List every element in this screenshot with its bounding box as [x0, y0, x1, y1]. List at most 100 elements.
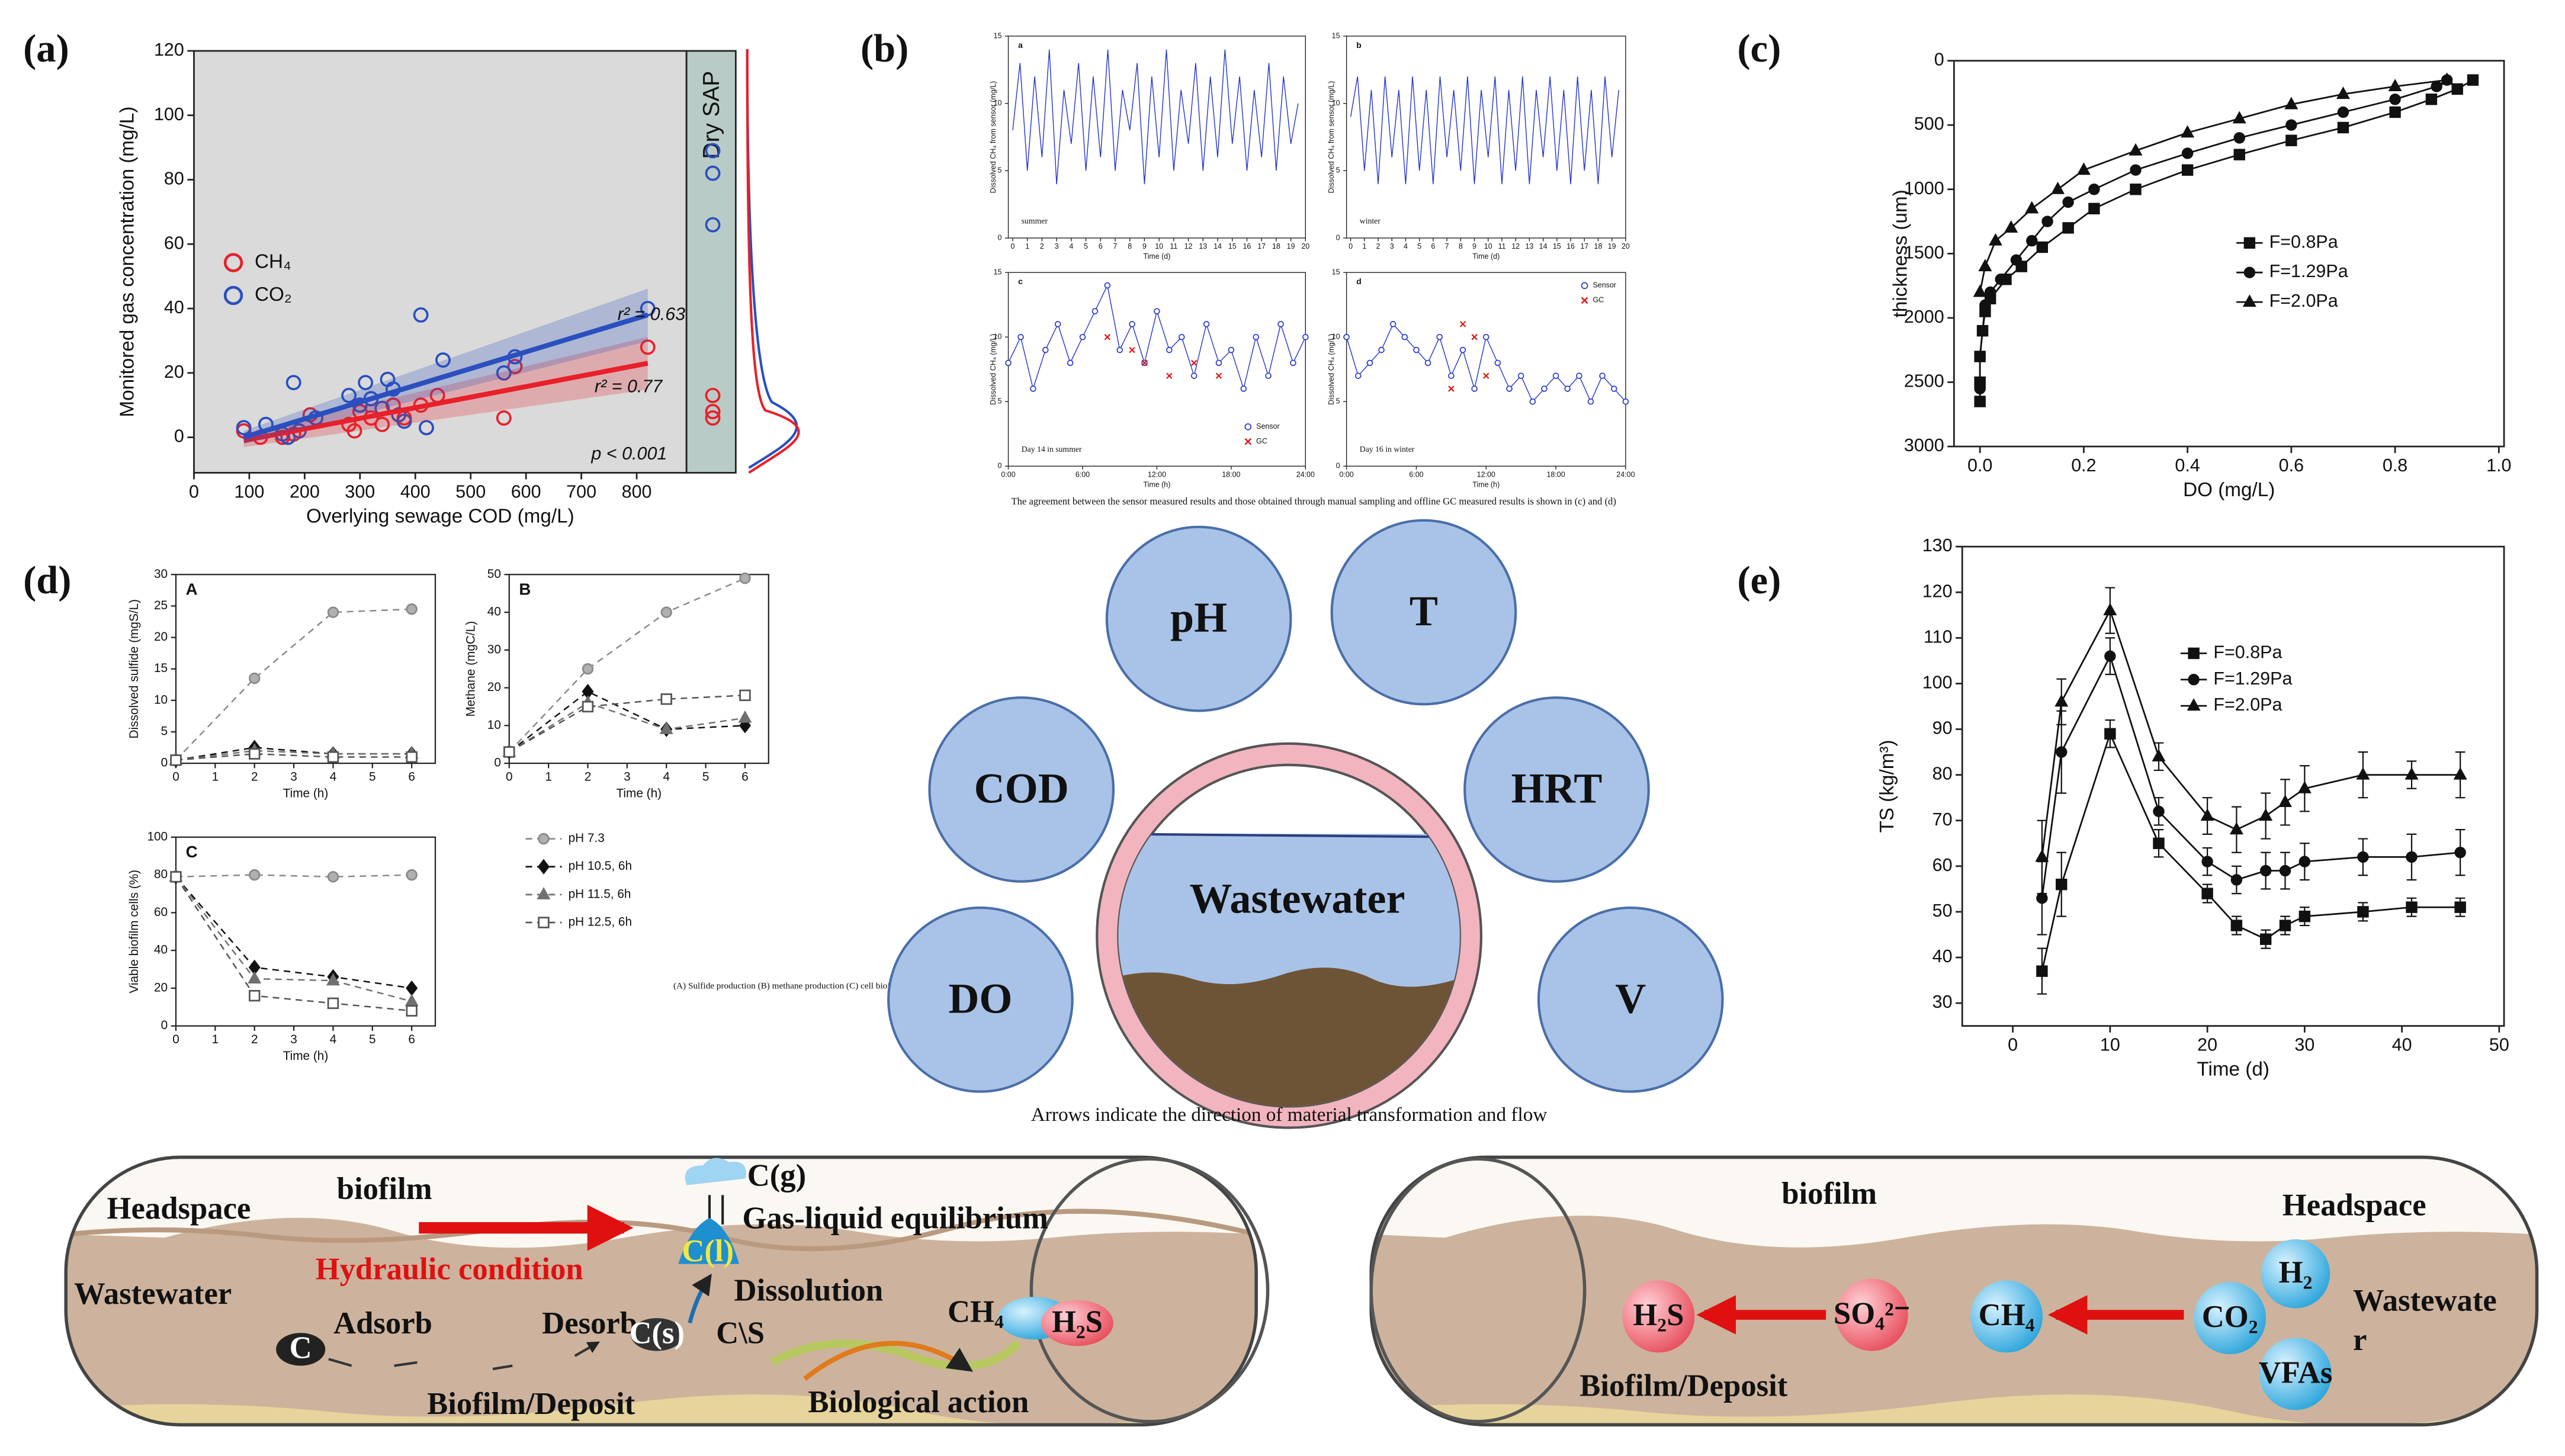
factor-label: V [1615, 975, 1646, 1022]
y-tick-label: 30 [1932, 992, 1953, 1012]
y-tick-label: 500 [1914, 114, 1944, 134]
marker [2104, 728, 2116, 740]
x-tick-label: 18 [1594, 242, 1603, 250]
x-tick-label: 6:00 [1076, 471, 1090, 479]
x-axis-label: DO (mg/L) [2183, 479, 2275, 501]
marker [327, 997, 339, 1010]
x-tick-label: 40 [2392, 1035, 2412, 1055]
water-surface [1118, 833, 1460, 838]
marker [1448, 385, 1455, 392]
y-tick-label: 0 [1336, 462, 1340, 470]
marker [2230, 874, 2243, 886]
x-tick-label: 500 [455, 481, 486, 502]
marker [406, 1005, 418, 1017]
x-tick-label: 1.0 [2486, 455, 2511, 475]
marker [2259, 933, 2272, 945]
x-tick-label: 18 [1272, 242, 1280, 250]
pipe [64, 1155, 1258, 1427]
y-tick-label: 1500 [1904, 242, 1944, 262]
marker [1104, 334, 1111, 340]
marker [1506, 385, 1513, 392]
factors-diagram: pH T COD HRT DO V Wastewater Arrows indi… [887, 519, 1724, 1129]
y-axis-label: Viable biofilm cells (%) [127, 870, 141, 994]
series-line [175, 876, 412, 989]
series-line [509, 702, 746, 753]
label: H₂S [1633, 1298, 1684, 1332]
x-tick-label: 9 [1472, 242, 1476, 250]
marker [1079, 333, 1086, 340]
marker [326, 973, 340, 986]
series-line [175, 876, 412, 1012]
marker [1104, 282, 1111, 289]
marker [2153, 837, 2165, 849]
label: Gas-liquid equilibrium [742, 1201, 1048, 1236]
y-tick-label: 40 [1932, 946, 1953, 966]
x-tick-label: 12 [1184, 242, 1193, 250]
marker [2104, 650, 2116, 662]
y-axis-label: Monitored gas concentration (mg/L) [116, 107, 138, 417]
series-line [1012, 49, 1299, 185]
marker [2232, 111, 2246, 124]
x-tick-label: 17 [1257, 242, 1266, 250]
legend-marker [538, 917, 550, 928]
marker [1042, 346, 1049, 353]
label: C\S [716, 1316, 765, 1351]
y-tick-label: 80 [164, 169, 184, 189]
trend-line [243, 361, 649, 443]
annotation: r² = 0.63 [618, 304, 685, 324]
x-tick-label: 6:00 [1409, 471, 1423, 479]
droplet [678, 1218, 739, 1264]
x-tick-label: 5 [369, 1033, 376, 1046]
x-tick-label: 20 [1301, 242, 1309, 250]
marker [2357, 851, 2369, 863]
marker [358, 375, 374, 391]
legend-label: F=1.29Pa [2269, 261, 2348, 281]
legend-label: F=0.8Pa [2269, 232, 2338, 252]
x-tick-label: 0 [172, 1033, 179, 1046]
factor-label: pH [1170, 594, 1227, 641]
marker [1389, 321, 1397, 327]
marker [2062, 222, 2074, 234]
x-tick-label: 1 [1362, 242, 1366, 250]
marker [1610, 385, 1617, 392]
x-tick-label: 8 [1459, 242, 1463, 250]
caption: The agreement between the sensor measure… [1011, 496, 1616, 507]
x-tick-label: 5 [1417, 242, 1421, 250]
label: CH₄ [948, 1295, 1004, 1329]
label: C(g) [747, 1159, 806, 1193]
marker [327, 751, 339, 763]
y-tick-label: 110 [1924, 626, 1953, 647]
carbon-particle [630, 1318, 683, 1351]
annotation: Day 16 in winter [1360, 445, 1415, 454]
y-axis-label: Dissolved CH₄ (mg/L) [989, 334, 997, 405]
marker [2130, 164, 2142, 176]
marker [249, 989, 261, 1002]
label: CH₄ [1979, 1298, 2035, 1332]
marker [2388, 79, 2402, 92]
plot-area [1953, 60, 2505, 448]
deposit [1118, 968, 1460, 1107]
marker [2201, 856, 2213, 867]
marker [1265, 372, 1272, 379]
marker [327, 606, 339, 618]
side-label: Dry SAP [699, 71, 724, 159]
subplot-tag: d [1356, 277, 1361, 286]
y-tick-label: 10 [1332, 333, 1340, 341]
sorption-arrows [328, 1343, 598, 1371]
x-tick-label: 19 [1608, 242, 1616, 250]
label: biofilm [337, 1172, 432, 1206]
h2-ball [2261, 1239, 2330, 1309]
marker [1166, 346, 1173, 353]
marker [1030, 385, 1036, 392]
y-tick-label: 0 [998, 462, 1002, 470]
marker [1448, 372, 1455, 379]
series-line [175, 608, 412, 761]
x-axis-label: Time (d) [2197, 1059, 2269, 1081]
marker [1973, 284, 1987, 297]
marker [1436, 333, 1443, 340]
pipe-end [1369, 1157, 1587, 1423]
marker [1424, 359, 1431, 367]
x-tick-label: 4 [330, 1033, 337, 1046]
y-tick-label: 10 [994, 333, 1002, 341]
subplot-tag: b [1356, 40, 1361, 50]
